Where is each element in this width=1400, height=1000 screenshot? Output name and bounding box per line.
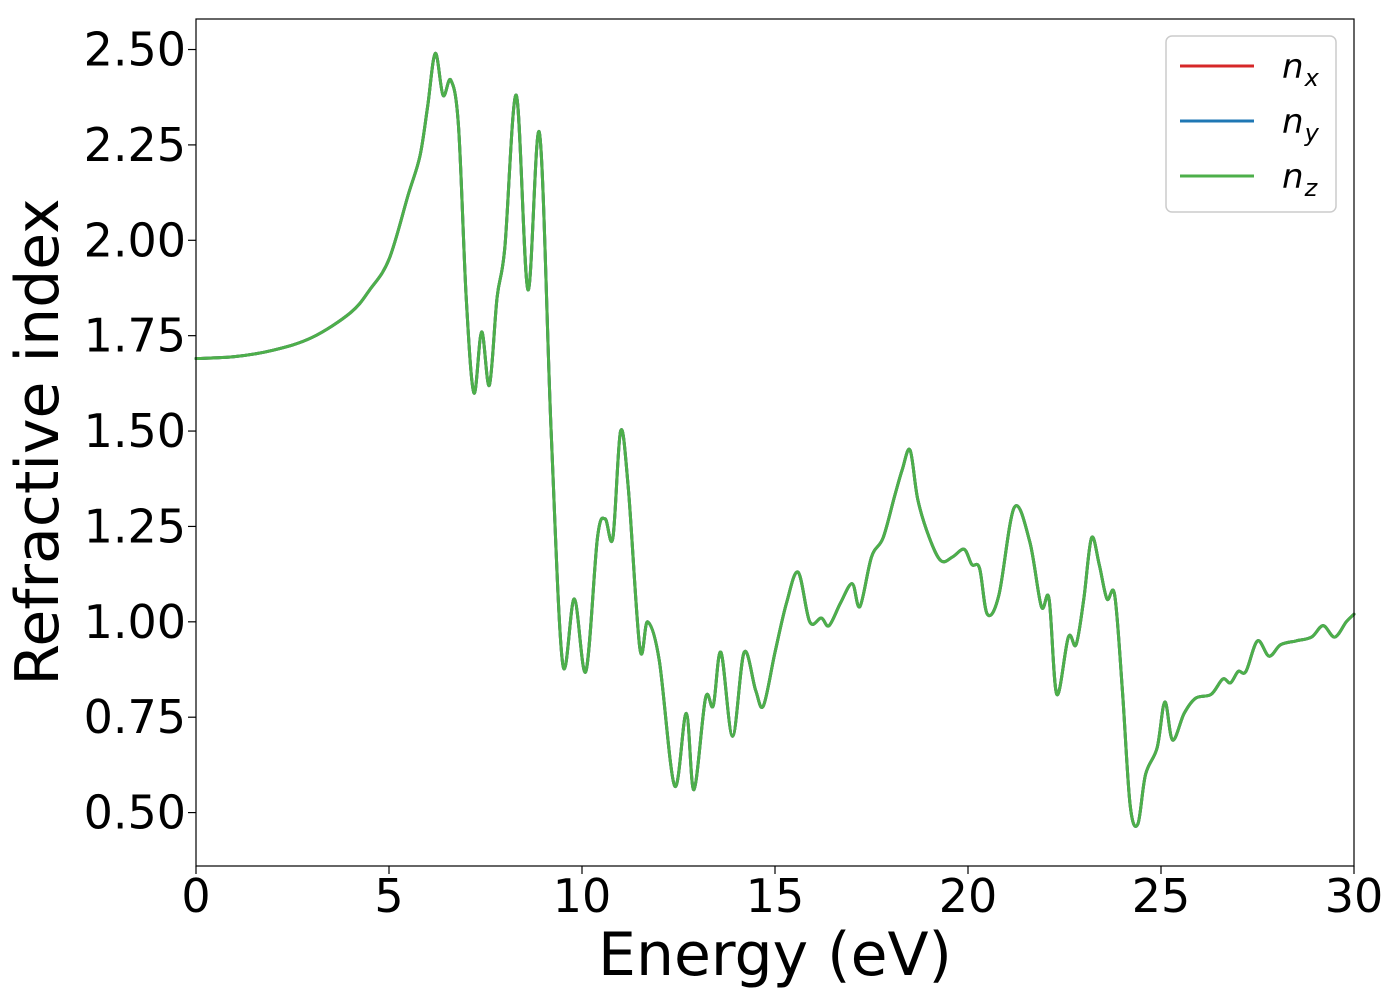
y-axis-ticks: 0.50 0.75 1.00 1.25 1.50 1.75 2.00 2.25 2.50	[84, 23, 196, 840]
y-tick-label: 1.00	[84, 595, 186, 649]
x-tick-label: 10	[553, 869, 612, 923]
y-tick-label: 0.75	[84, 690, 186, 744]
y-tick-label: 2.25	[84, 118, 186, 172]
legend-box	[1165, 35, 1337, 213]
plot-series-group	[194, 51, 1356, 828]
x-tick-label: 0	[181, 869, 210, 923]
x-tick-label: 5	[374, 869, 403, 923]
y-tick-label: 2.50	[84, 23, 186, 77]
x-tick-label: 20	[939, 869, 998, 923]
y-axis-label: Refractive index	[3, 198, 73, 685]
y-tick-label: 0.50	[84, 786, 186, 840]
x-axis-label: Energy (eV)	[598, 920, 952, 990]
x-tick-label: 25	[1132, 869, 1191, 923]
x-tick-label: 30	[1325, 869, 1384, 923]
series-line-z	[194, 51, 1356, 828]
x-tick-label: 15	[746, 869, 805, 923]
y-tick-label: 1.50	[84, 404, 186, 458]
x-axis-ticks: 0 5 10 15 20 25 30	[181, 866, 1383, 923]
y-tick-label: 1.75	[84, 309, 186, 363]
y-tick-label: 2.00	[84, 213, 186, 267]
y-tick-label: 1.25	[84, 499, 186, 553]
